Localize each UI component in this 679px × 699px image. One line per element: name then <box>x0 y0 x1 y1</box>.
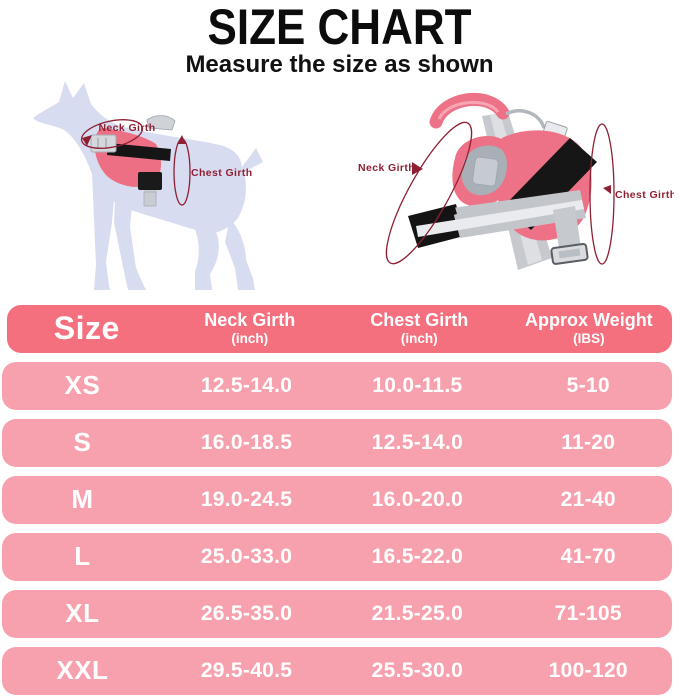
neck-girth-value: 12.5-14.0 <box>200 373 293 397</box>
table-row-m: M 19.0-24.5 16.0-20.0 21-40 <box>2 476 672 524</box>
table-row-xxl: XXL 29.5-40.5 25.5-30.0 100-120 <box>2 647 672 695</box>
harness-chest-girth-label: Chest Girth <box>615 189 674 201</box>
column-header-approx-weight: Approx Weight (IBS) <box>525 310 653 347</box>
column-header-size: Size <box>53 310 120 347</box>
dog-measure-marks: Neck Girth Chest Girth <box>80 119 253 206</box>
table-row-xs: XS 12.5-14.0 10.0-11.5 5-10 <box>2 362 672 410</box>
neck-girth-value: 16.0-18.5 <box>200 430 293 454</box>
weight-value: 11-20 <box>561 430 616 454</box>
chest-girth-value: 25.5-30.0 <box>371 658 464 682</box>
chest-girth-value: 16.0-20.0 <box>371 487 464 511</box>
neck-girth-value: 25.0-33.0 <box>200 544 293 568</box>
harness-neck-girth-label: Neck Girth <box>358 162 415 174</box>
chest-girth-value: 16.5-22.0 <box>371 544 464 568</box>
harness-product-diagram: Neck Girth Chest Girth <box>358 92 674 270</box>
dog-harness-diagram: Neck Girth Chest Girth <box>33 81 263 290</box>
harness-measure-marks: Neck Girth Chest Girth <box>358 121 674 265</box>
chest-girth-value: 12.5-14.0 <box>371 430 464 454</box>
weight-value: 100-120 <box>548 658 628 682</box>
size-value: XS <box>64 370 101 401</box>
chest-girth-value: 21.5-25.0 <box>371 601 464 625</box>
neck-girth-value: 19.0-24.5 <box>200 487 293 511</box>
dog-harness-icon <box>90 115 176 207</box>
page-subtitle: Measure the size as shown <box>185 51 494 78</box>
size-value: XL <box>65 598 100 629</box>
table-header-row: Size Neck Girth (inch) Chest Girth (inch… <box>7 305 672 353</box>
neck-girth-value: 26.5-35.0 <box>200 601 293 625</box>
size-value: M <box>71 484 94 515</box>
size-value: S <box>73 427 92 458</box>
table-row-xl: XL 26.5-35.0 21.5-25.0 71-105 <box>2 590 672 638</box>
weight-value: 5-10 <box>566 373 610 397</box>
table-row-l: L 25.0-33.0 16.5-22.0 41-70 <box>2 533 672 581</box>
weight-value: 71-105 <box>554 601 622 625</box>
table-row-s: S 16.0-18.5 12.5-14.0 11-20 <box>2 419 672 467</box>
chest-girth-value: 10.0-11.5 <box>372 373 463 397</box>
weight-value: 41-70 <box>560 544 616 568</box>
dog-neck-girth-label: Neck Girth <box>98 122 155 134</box>
size-value: L <box>74 541 91 572</box>
weight-value: 21-40 <box>560 487 616 511</box>
dog-chest-girth-label: Chest Girth <box>191 167 253 179</box>
column-header-chest-girth: Chest Girth (inch) <box>370 310 469 347</box>
page-title: SIZE CHART <box>207 0 472 55</box>
neck-girth-value: 29.5-40.5 <box>200 658 293 682</box>
size-table: Size Neck Girth (inch) Chest Girth (inch… <box>2 305 672 699</box>
size-value: XXL <box>56 655 109 686</box>
harness-product-icon <box>408 92 597 270</box>
column-header-neck-girth: Neck Girth (inch) <box>204 310 296 347</box>
